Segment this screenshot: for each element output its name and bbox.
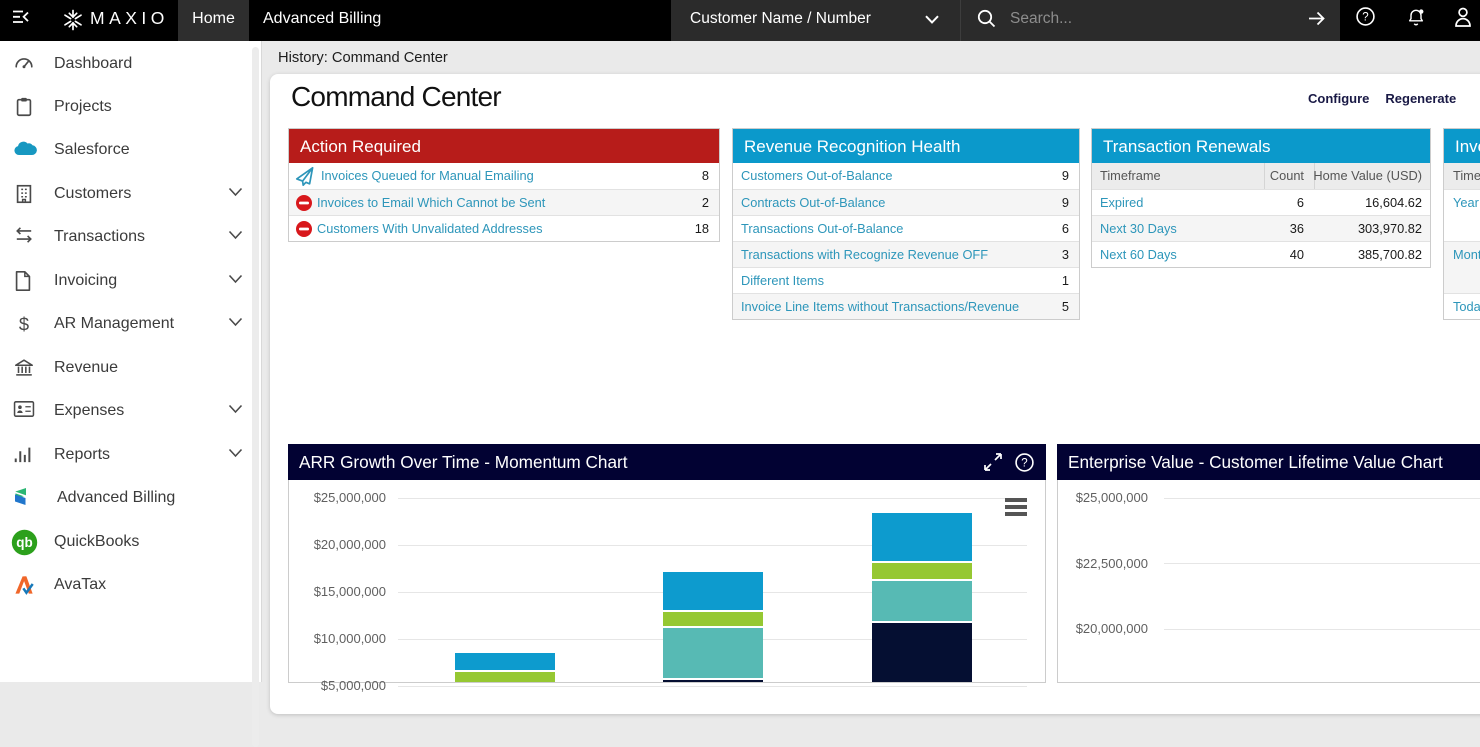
svg-text:?: ?	[1362, 12, 1368, 24]
svg-text:qb: qb	[16, 535, 33, 550]
svg-text:?: ?	[1021, 458, 1027, 470]
svg-text:$: $	[19, 314, 29, 335]
